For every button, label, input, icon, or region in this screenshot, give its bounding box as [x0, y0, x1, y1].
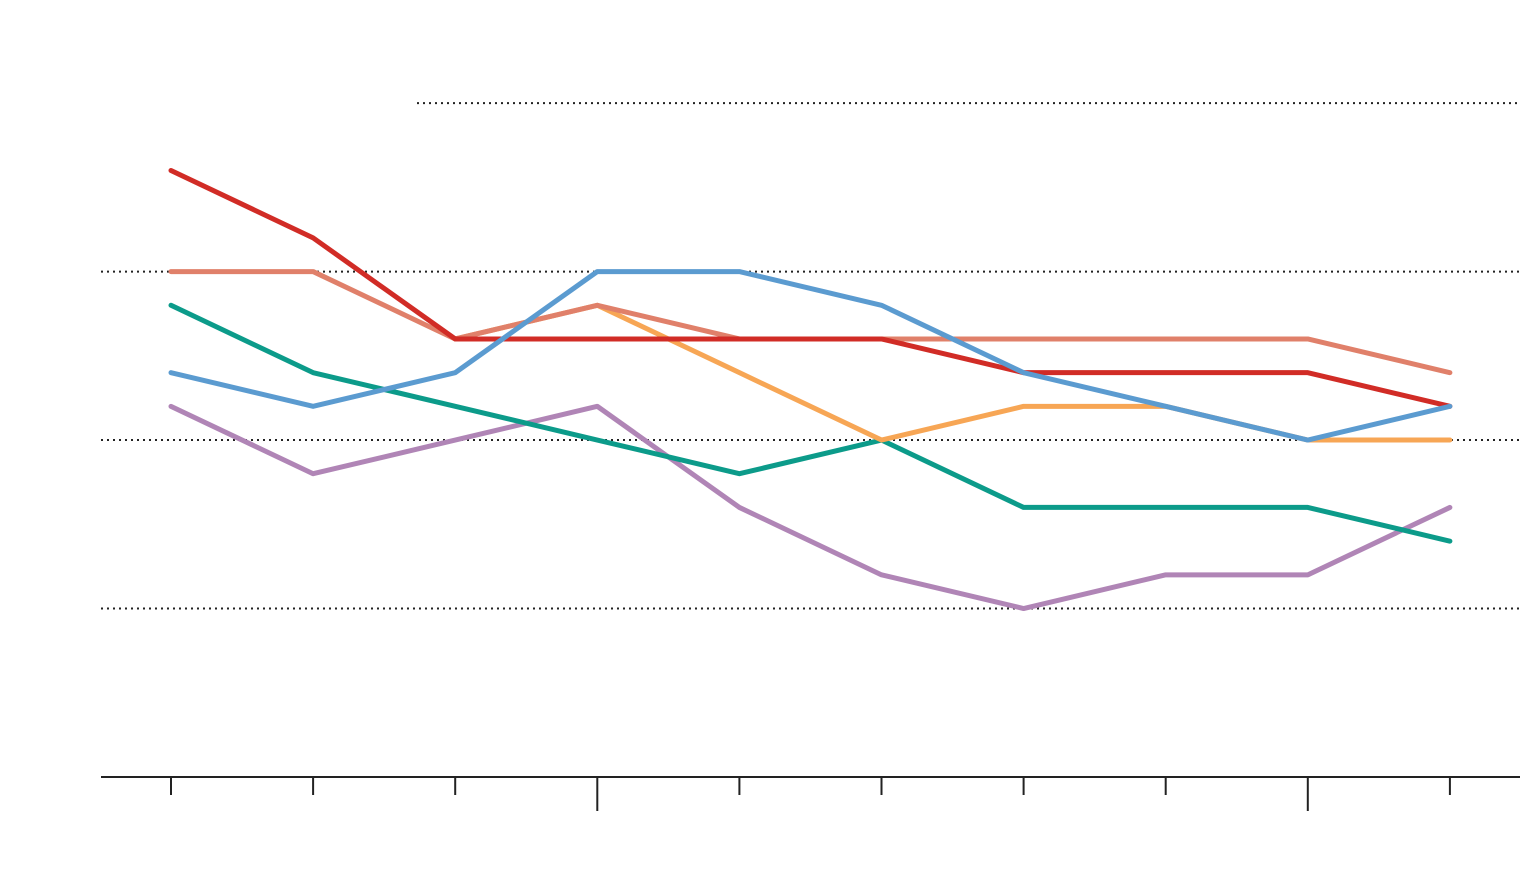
series-line: [168, 167, 1453, 409]
series-line: [168, 403, 1453, 612]
series-line: [168, 269, 1453, 443]
